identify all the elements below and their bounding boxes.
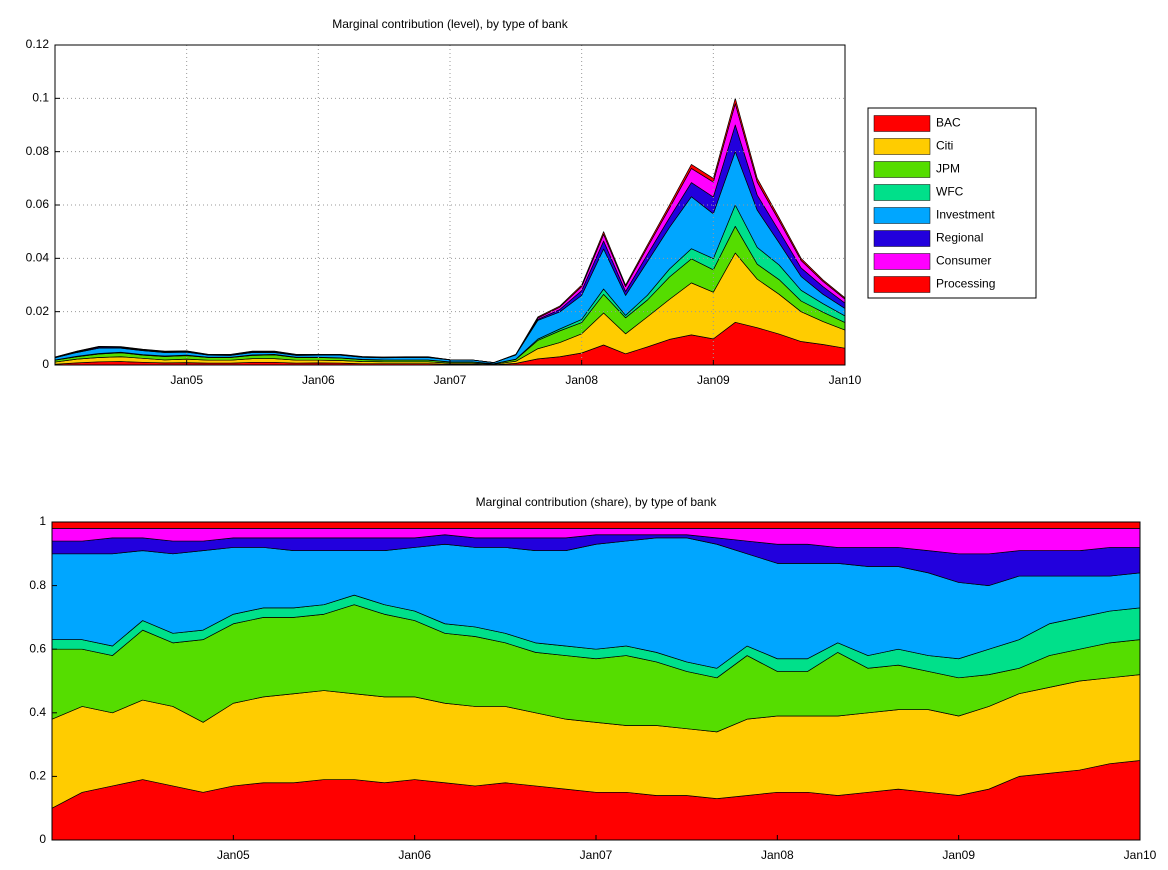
x-tick-label: Jan05: [217, 848, 250, 862]
legend: BAC Citi JPM WFC Investment Regional Consumer P…: [867, 107, 1037, 299]
x-tick-label: Jan08: [761, 848, 794, 862]
chart-title: Marginal contribution (level), by type o…: [332, 17, 568, 31]
legend-swatch: [873, 161, 931, 178]
y-tick-label: 0.04: [26, 251, 50, 265]
legend-label: JPM: [936, 162, 960, 176]
legend-label: BAC: [936, 116, 961, 130]
legend-swatch: [873, 230, 931, 247]
y-tick-label: 0: [39, 832, 46, 846]
x-tick-label: Jan07: [580, 848, 613, 862]
legend-swatch: [873, 207, 931, 224]
y-tick-label: 0: [42, 357, 49, 371]
y-tick-label: 0.08: [26, 144, 50, 158]
y-tick-label: 0.06: [26, 197, 50, 211]
y-tick-label: 1: [39, 514, 46, 528]
x-tick-label: Jan06: [398, 848, 431, 862]
area: [51, 521, 1141, 529]
y-tick-label: 0.1: [32, 91, 49, 105]
legend-swatch: [873, 276, 931, 293]
x-tick-label: Jan08: [565, 373, 598, 387]
y-tick-label: 0.02: [26, 304, 50, 318]
y-tick-label: 0.12: [26, 37, 50, 51]
y-tick-label: 0.6: [29, 641, 46, 655]
legend-swatch: [873, 138, 931, 155]
y-tick-label: 0.8: [29, 578, 46, 592]
x-tick-label: Jan09: [942, 848, 975, 862]
legend-swatch: [873, 184, 931, 201]
legend-label: WFC: [936, 185, 964, 199]
legend-swatch: [873, 115, 931, 132]
x-tick-label: Jan09: [697, 373, 730, 387]
legend-label: Consumer: [936, 254, 991, 268]
legend-label: Citi: [936, 139, 953, 153]
legend-label: Regional: [936, 231, 983, 245]
y-tick-label: 0.2: [29, 769, 46, 783]
y-tick-label: 0.4: [29, 705, 46, 719]
x-tick-label: Jan05: [170, 373, 203, 387]
legend-swatch: [873, 253, 931, 270]
legend-label: Investment: [936, 208, 995, 222]
x-tick-label: Jan10: [1124, 848, 1157, 862]
legend-label: Processing: [936, 277, 995, 291]
x-tick-label: Jan10: [829, 373, 862, 387]
x-tick-label: Jan06: [302, 373, 335, 387]
x-tick-label: Jan07: [434, 373, 467, 387]
chart-title: Marginal contribution (share), by type o…: [476, 495, 718, 509]
